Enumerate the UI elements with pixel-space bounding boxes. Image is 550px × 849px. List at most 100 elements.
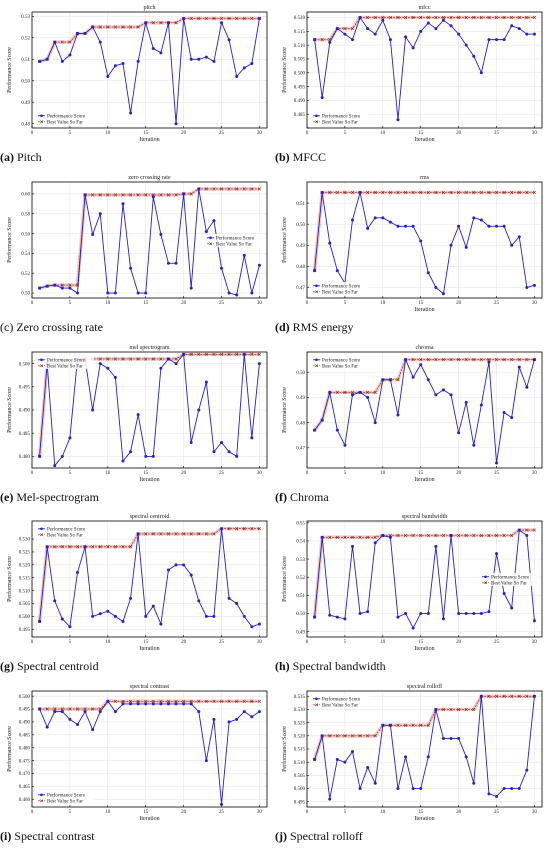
x-tick-label: 15	[418, 131, 424, 136]
performance-score-point	[320, 418, 324, 422]
chart-panel-g: 0 5 10 15 20 25 30 0.495 0.500 0.505 0.510 0.515 0.5…	[0, 509, 275, 679]
best-so-far-point	[502, 694, 506, 699]
legend-box	[480, 573, 538, 587]
performance-score-point	[381, 377, 385, 381]
best-so-far-point	[204, 532, 208, 536]
best-so-far-point	[151, 356, 155, 361]
best-so-far-point	[449, 15, 453, 20]
performance-score-point	[250, 62, 254, 66]
performance-score-point	[159, 702, 163, 706]
x-tick-label: 10	[380, 810, 386, 815]
best-so-far-point	[174, 356, 178, 361]
legend-marker-best	[40, 533, 43, 537]
performance-score-point	[91, 615, 95, 619]
performance-score-point	[373, 781, 377, 785]
performance-score-point	[106, 699, 110, 703]
best-so-far-point	[502, 190, 506, 194]
best-so-far-point	[136, 193, 140, 197]
best-so-far-point	[411, 190, 415, 194]
best-so-far-point	[159, 21, 163, 25]
performance-score-point	[68, 625, 72, 629]
best-so-far-point	[419, 15, 423, 20]
best-so-far-point	[434, 534, 438, 538]
performance-score-point	[350, 218, 354, 222]
chart-title: mfcc	[419, 4, 431, 11]
performance-score-point	[434, 545, 438, 549]
performance-score-point	[525, 32, 529, 36]
best-so-far-point	[257, 352, 262, 356]
performance-score-point	[166, 568, 170, 572]
best-so-far-point	[449, 708, 453, 712]
performance-score-point	[189, 702, 193, 706]
performance-score-point	[335, 615, 339, 619]
best-so-far-point	[204, 16, 208, 21]
performance-score-point	[204, 229, 208, 233]
best-so-far-point	[121, 356, 125, 361]
x-tick-label: 15	[143, 131, 149, 136]
best-so-far-point	[106, 25, 110, 29]
legend-label-score: Performance Score	[322, 358, 361, 363]
y-tick-label: 0.480	[19, 455, 31, 460]
performance-score-point	[335, 27, 339, 31]
chart-panel-h: 0 5 10 15 20 25 30 0.49 0.50 0.51 0.52 0.53 0.54 0.55…	[275, 509, 550, 679]
best-so-far-point	[532, 528, 537, 533]
figure-caption: (j) Spectral rolloff	[275, 829, 550, 847]
performance-score-point	[136, 291, 140, 295]
y-tick-label: 0.55	[296, 522, 305, 527]
best-so-far-point	[189, 352, 193, 356]
performance-score-point	[75, 723, 79, 727]
performance-score-point	[411, 375, 415, 379]
x-tick-label: 15	[418, 471, 424, 476]
performance-score-point	[358, 787, 362, 791]
best-so-far-point	[366, 15, 370, 20]
performance-score-point	[388, 723, 392, 727]
best-so-far-point	[479, 534, 483, 538]
best-so-far-point	[396, 15, 400, 20]
x-axis-label: Iteration	[414, 137, 434, 143]
legend-label-best: Best Value So Far	[216, 242, 252, 247]
best-so-far-point	[411, 723, 415, 728]
best-so-far-point	[212, 187, 216, 191]
x-tick-label: 20	[456, 301, 462, 306]
best-so-far-point	[441, 357, 446, 361]
performance-score-point	[464, 245, 468, 249]
performance-score-point	[350, 545, 354, 549]
performance-score-point	[174, 122, 178, 126]
best-so-far-point	[403, 15, 408, 20]
performance-score-point	[313, 268, 317, 272]
y-tick-label: 0.520	[19, 564, 31, 569]
performance-score-point	[532, 357, 536, 361]
performance-score-point	[197, 710, 201, 714]
performance-score-point	[419, 612, 423, 616]
plot-frame	[31, 11, 268, 129]
best-so-far-point	[457, 534, 461, 538]
y-tick-label: 0.505	[294, 58, 306, 63]
chart-panel-b: 0 5 10 15 20 25 30 0.485 0.490 0.495 0.500 0.505 0.5…	[275, 0, 550, 170]
best-so-far-point	[144, 532, 148, 536]
performance-score-point	[204, 380, 208, 384]
best-so-far-point	[335, 536, 339, 540]
performance-score-point	[212, 718, 216, 722]
performance-score-point	[174, 702, 178, 706]
best-so-far-point	[525, 528, 529, 533]
performance-score-point	[212, 59, 216, 63]
performance-score-point	[38, 454, 42, 458]
performance-score-point	[487, 224, 491, 228]
figure-caption: (b) MFCC	[275, 150, 550, 168]
performance-score-point	[404, 35, 408, 39]
performance-score-point	[525, 534, 529, 538]
chart-b: 0 5 10 15 20 25 30 0.485 0.490 0.495 0.500 0.505 0.5…	[281, 4, 543, 143]
best-so-far-point	[174, 21, 178, 25]
best-so-far-point	[426, 723, 430, 728]
best-so-far-point	[53, 707, 57, 711]
performance-score-point	[60, 286, 64, 290]
caption-text: Spectral contrast	[14, 829, 95, 844]
legend-marker-best	[40, 799, 43, 803]
best-so-far-point	[182, 532, 186, 536]
x-tick-label: 15	[143, 301, 149, 306]
best-so-far-point	[174, 193, 178, 197]
performance-score-point	[60, 59, 64, 63]
performance-score-point	[136, 59, 140, 63]
caption-letter: (b)	[275, 150, 290, 164]
